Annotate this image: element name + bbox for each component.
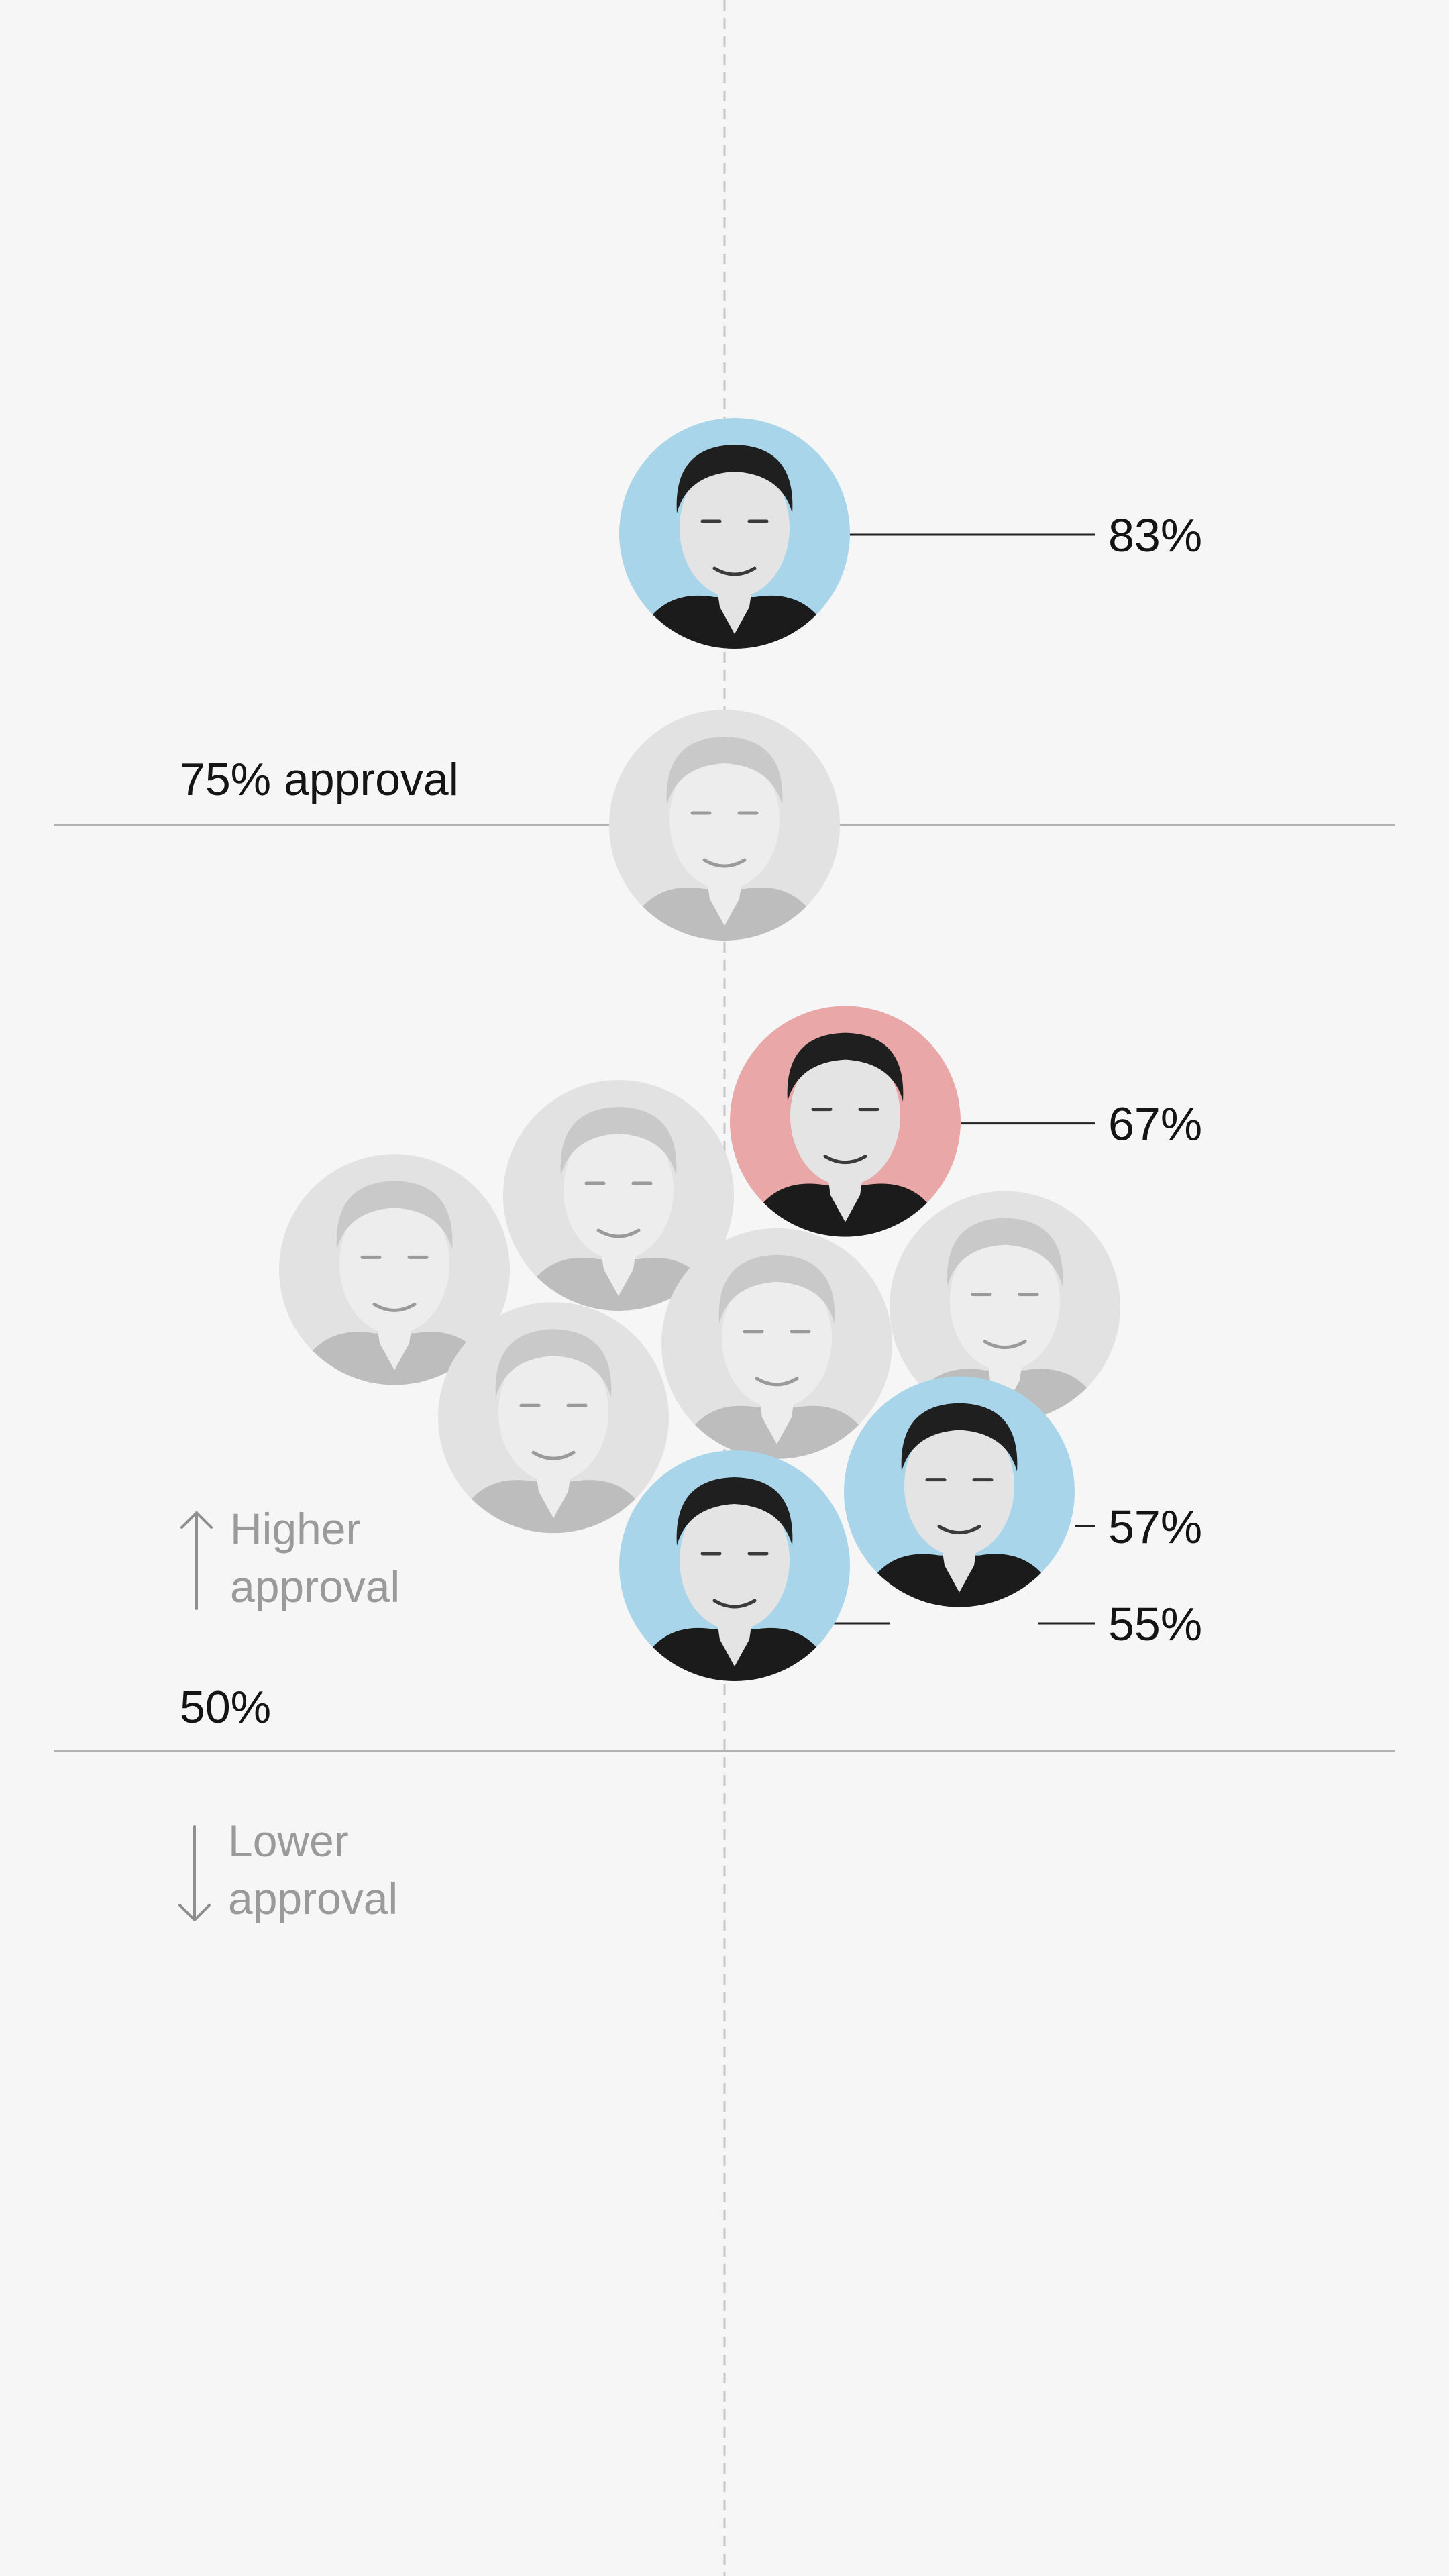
portrait-icon [294,1181,495,1385]
value-label-joe-biden: 57% [1108,1501,1202,1553]
point-joe-biden [844,1376,1075,1607]
direction-labels: Higher approval Lower approval [178,1504,400,1923]
value-labels: 83% 67% 57% 55% [1108,509,1202,1650]
portrait-icon [453,1329,654,1534]
portrait-icon [634,1477,835,1681]
portrait-icon [634,445,835,649]
lower-label-line1: Lower [228,1816,349,1866]
down-arrow-icon [178,1825,211,1921]
value-label-bill-clinton: 55% [1108,1598,1202,1650]
point-dwight-d-eisenhower [609,710,840,941]
portrait-icon [624,737,825,941]
lower-label-line2: approval [228,1874,398,1923]
point-john-f-kennedy [619,418,850,649]
point-george-w-bush [890,1191,1120,1422]
point-george-h-w-bush [438,1302,669,1534]
portrait-icon [745,1032,946,1237]
reference-label-75: 75% approval [180,754,459,805]
president-points [279,418,1120,1681]
point-ronald-reagan [730,1006,961,1237]
leader-lines [830,533,1095,1625]
point-richard-nixon [661,1228,892,1459]
higher-label-line1: Higher [230,1504,360,1554]
up-arrow-icon [180,1511,213,1610]
point-jimmy-carter [279,1154,510,1385]
value-label-ronald-reagan: 67% [1108,1098,1202,1150]
point-bill-clinton [619,1450,850,1681]
portrait-icon [518,1107,719,1311]
value-label-john-f-kennedy: 83% [1108,509,1202,561]
portrait-icon [676,1254,877,1459]
portrait-icon [859,1403,1060,1607]
reference-label-50: 50% [180,1682,271,1733]
higher-label-line2: approval [230,1562,400,1611]
point-barack-obama [503,1080,734,1311]
